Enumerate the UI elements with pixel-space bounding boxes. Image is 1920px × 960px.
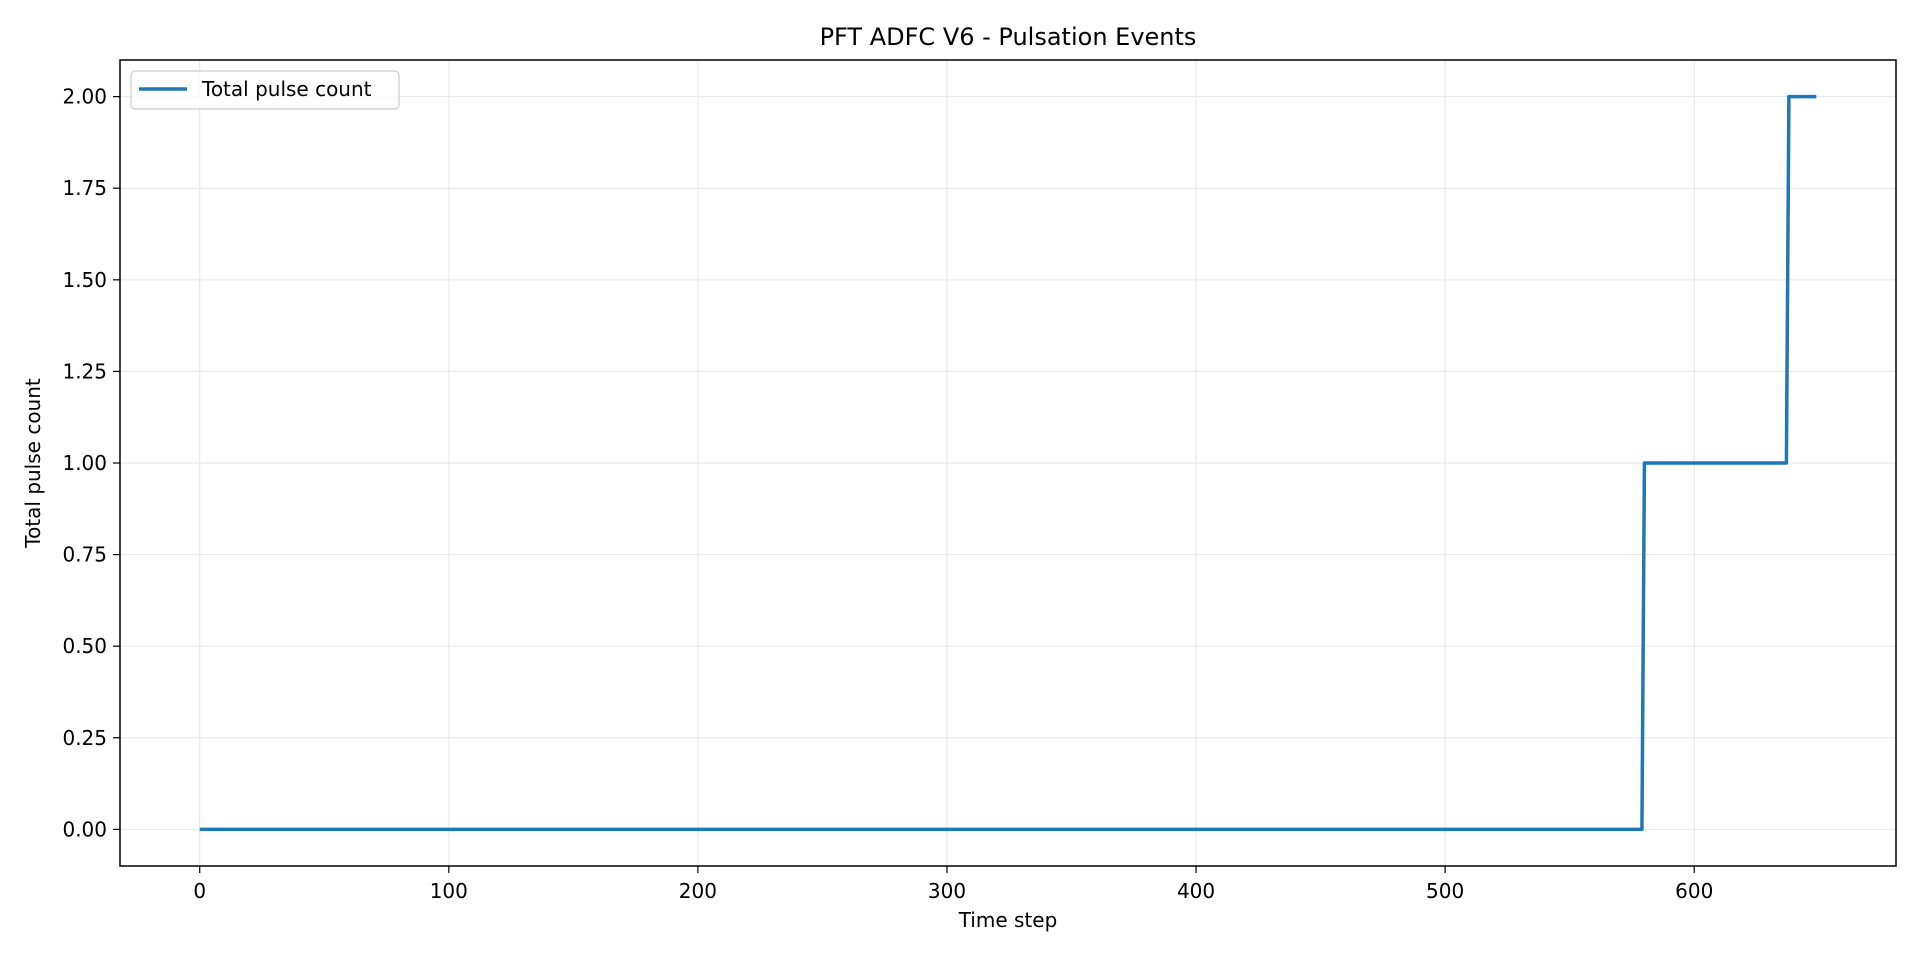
x-tick-label: 300	[928, 879, 966, 903]
chart-title: PFT ADFC V6 - Pulsation Events	[820, 23, 1197, 51]
x-tick-label: 100	[430, 879, 468, 903]
legend-label: Total pulse count	[201, 77, 372, 101]
y-tick-label: 1.25	[62, 359, 107, 383]
x-tick-label: 0	[193, 879, 206, 903]
x-tick-label: 400	[1177, 879, 1215, 903]
series-layer	[199, 94, 1817, 832]
y-axis-label: Total pulse count	[21, 378, 45, 549]
axis-ticks: 0 100 200 300 400 500 600 0.00 0.25 0.50 0.75 1.00 1…	[62, 85, 1713, 903]
y-tick-label: 1.75	[62, 176, 107, 200]
y-tick-label: 0.25	[62, 726, 107, 750]
x-tick-label: 200	[679, 879, 717, 903]
x-axis-label: Time step	[958, 908, 1058, 932]
y-tick-label: 1.50	[62, 268, 107, 292]
y-tick-label: 1.00	[62, 451, 107, 475]
legend: Total pulse count	[130, 70, 400, 110]
y-tick-label: 0.75	[62, 543, 107, 567]
x-tick-label: 600	[1675, 879, 1713, 903]
y-tick-label: 0.50	[62, 634, 107, 658]
series-line-total-pulse-count	[199, 94, 1817, 832]
grid	[120, 60, 1896, 866]
legend-box	[130, 70, 400, 110]
y-tick-label: 2.00	[62, 85, 107, 109]
x-tick-label: 500	[1426, 879, 1464, 903]
y-tick-label: 0.00	[62, 817, 107, 841]
